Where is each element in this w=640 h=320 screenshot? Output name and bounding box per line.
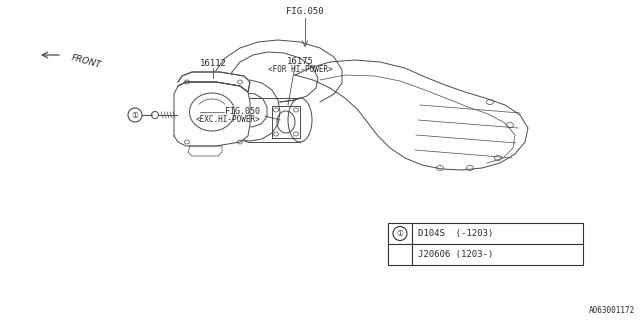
Circle shape xyxy=(128,108,142,122)
Polygon shape xyxy=(218,47,344,107)
Text: FRONT: FRONT xyxy=(70,54,102,70)
Text: FIG.050: FIG.050 xyxy=(286,7,324,17)
Text: <FOR HI-POWER>: <FOR HI-POWER> xyxy=(268,66,332,75)
Text: J20606 (1203-): J20606 (1203-) xyxy=(418,250,493,259)
Circle shape xyxy=(393,227,407,241)
Text: <EXC.HI-POWER>: <EXC.HI-POWER> xyxy=(195,116,260,124)
Text: ①: ① xyxy=(397,229,403,238)
Polygon shape xyxy=(178,72,250,92)
Text: A063001172: A063001172 xyxy=(589,306,635,315)
Polygon shape xyxy=(208,84,278,139)
Polygon shape xyxy=(295,60,528,170)
Text: FIG.050: FIG.050 xyxy=(225,107,260,116)
Text: ①: ① xyxy=(132,110,138,119)
Polygon shape xyxy=(174,82,250,146)
Text: 16112: 16112 xyxy=(200,59,227,68)
Text: 16175: 16175 xyxy=(287,58,314,67)
Bar xyxy=(388,223,583,265)
Text: D104S  (-1203): D104S (-1203) xyxy=(418,229,493,238)
